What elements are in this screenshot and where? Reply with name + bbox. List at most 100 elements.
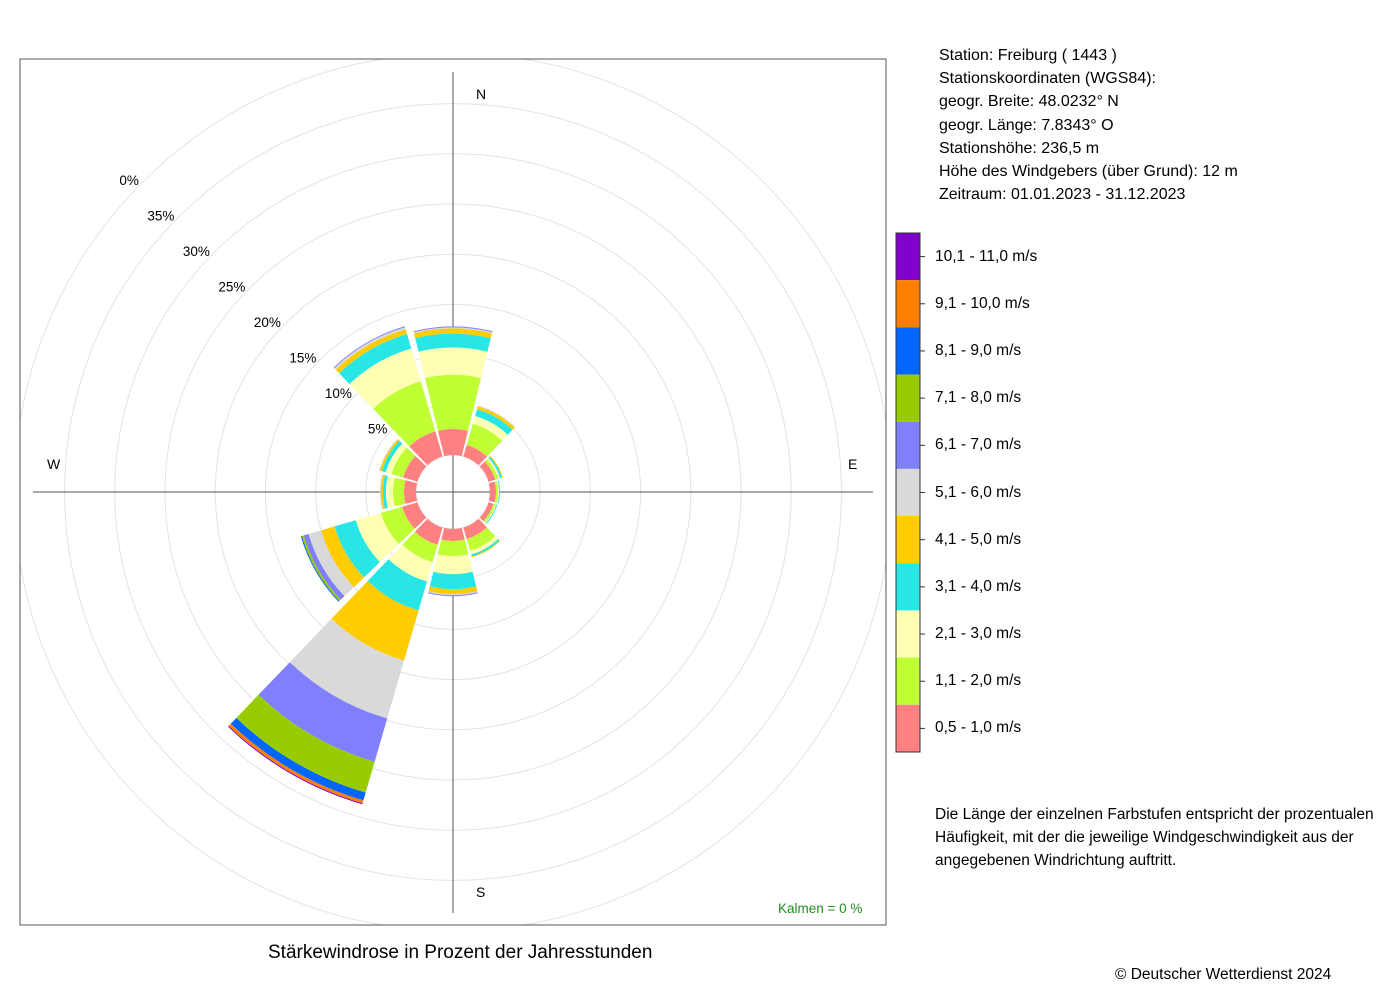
ring-label-0: 5% <box>368 421 388 436</box>
station-elevation: Stationshöhe: 236,5 m <box>939 139 1100 157</box>
copyright: © Deutscher Wetterdienst 2024 <box>1115 966 1332 983</box>
legend-swatch-3 <box>896 563 920 611</box>
sector-120-speed-1 <box>483 503 496 523</box>
legend-swatch-5 <box>896 468 920 517</box>
sector-270-speed-1 <box>392 477 406 507</box>
sector-30-speed-1 <box>466 423 503 457</box>
legend-label-2: 2,1 - 3,0 m/s <box>935 625 1022 643</box>
legend-label-1: 1,1 - 2,0 m/s <box>935 672 1022 690</box>
legend-swatch-9 <box>896 280 920 328</box>
sector-0-speed-2 <box>418 347 488 379</box>
legend-label-0: 0,5 - 1,0 m/s <box>935 719 1022 737</box>
sector-0-speed-6 <box>413 326 493 333</box>
sector-120-speed-0 <box>479 502 494 522</box>
sector-210-speed-1 <box>402 531 438 563</box>
calms-label: Kalmen = 0 % <box>778 901 862 916</box>
sector-0-speed-1 <box>425 374 481 431</box>
station-name: Station: Freiburg ( 1443 ) <box>939 47 1117 64</box>
legend-swatch-8 <box>896 327 920 375</box>
ring-label-7: 0% <box>119 173 139 188</box>
sector-330-speed-1 <box>373 381 436 447</box>
sector-150-speed-3 <box>471 539 500 557</box>
sector-0-speed-5 <box>413 327 493 334</box>
sector-150-speed-4 <box>471 540 501 558</box>
ring-label-6: 35% <box>147 208 174 223</box>
legend-label-3: 3,1 - 4,0 m/s <box>935 577 1022 595</box>
sector-210-speed-7 <box>236 694 375 793</box>
sector-300-speed-3 <box>381 440 403 473</box>
sector-300-speed-0 <box>403 455 427 482</box>
sector-90-speed-0 <box>488 481 497 503</box>
legend-swatch-2 <box>896 610 920 658</box>
sector-120-speed-2 <box>484 504 497 524</box>
sector-330-speed-0 <box>409 431 443 466</box>
sector-180-speed-3 <box>429 571 477 590</box>
wind-sectors <box>227 326 516 805</box>
sector-240-speed-4 <box>321 526 364 588</box>
legend-label-5: 5,1 - 6,0 m/s <box>935 483 1022 501</box>
legend-label-7: 7,1 - 8,0 m/s <box>935 389 1022 407</box>
sector-60-speed-0 <box>479 461 496 482</box>
sector-60-speed-2 <box>486 458 501 479</box>
compass-north: N <box>476 86 486 102</box>
station-longitude: geogr. Länge: 7.8343° O <box>939 116 1114 134</box>
sector-0-speed-0 <box>437 428 469 457</box>
sector-240-speed-7 <box>301 535 341 601</box>
legend-colorbar <box>895 232 925 753</box>
compass-east: E <box>848 456 857 472</box>
sector-240-speed-0 <box>402 502 427 529</box>
sector-300-speed-5 <box>378 438 399 471</box>
legend-swatch-4 <box>896 516 920 564</box>
sector-210-speed-8 <box>230 717 366 801</box>
sector-150-speed-2 <box>470 536 499 555</box>
sector-300-speed-1 <box>391 447 416 478</box>
chart-title: Stärkewindrose in Prozent der Jahresstun… <box>268 942 653 963</box>
sector-180-speed-4 <box>428 586 478 595</box>
legend-label-9: 9,1 - 10,0 m/s <box>935 294 1030 312</box>
ring-label-4: 25% <box>218 279 245 294</box>
sector-210-speed-5 <box>289 618 405 719</box>
sector-30-speed-4 <box>477 406 515 430</box>
sector-60-speed-3 <box>488 456 503 479</box>
sector-150-speed-1 <box>466 527 496 551</box>
sector-60-speed-1 <box>484 459 499 480</box>
ring-label-3: 20% <box>254 315 281 330</box>
sector-30-speed-2 <box>472 415 508 441</box>
sector-30-speed-0 <box>463 444 487 466</box>
sector-210-speed-0 <box>414 518 443 545</box>
legend-label-4: 4,1 - 5,0 m/s <box>935 530 1022 548</box>
sector-240-speed-5 <box>308 530 354 597</box>
sector-150-speed-0 <box>463 518 487 540</box>
ring-label-5: 30% <box>183 244 210 259</box>
sector-240-speed-1 <box>380 506 415 545</box>
sector-90-speed-1 <box>494 481 499 503</box>
sector-240-speed-2 <box>355 512 399 563</box>
sector-270-speed-0 <box>403 480 418 504</box>
sector-270-speed-5 <box>379 474 383 510</box>
sector-270-speed-4 <box>380 474 385 510</box>
sector-30-speed-3 <box>475 409 513 435</box>
legend-swatch-10 <box>896 233 920 281</box>
legend-swatch-0 <box>896 704 920 752</box>
sector-330-speed-2 <box>349 348 421 409</box>
sector-120-speed-3 <box>485 504 498 524</box>
sector-0-speed-3 <box>415 333 491 352</box>
legend-swatch-1 <box>896 657 920 705</box>
legend-swatch-6 <box>896 421 920 469</box>
explanation-note: Die Länge der einzelnen Farbstufen entsp… <box>935 806 1374 869</box>
sector-210-speed-2 <box>388 544 433 582</box>
sector-210-speed-4 <box>331 581 419 661</box>
time-period: Zeitraum: 01.01.2023 - 31.12.2023 <box>939 186 1186 204</box>
sector-180-speed-2 <box>433 554 473 575</box>
station-info: Station: Freiburg ( 1443 ) Stationskoord… <box>939 44 1238 206</box>
station-coordinates-heading: Stationskoordinaten (WGS84): <box>939 70 1156 88</box>
ring-labels: 5% 10% 15% 20% 25% 30% 35% 0% <box>119 173 387 436</box>
sector-300-speed-4 <box>379 439 400 472</box>
legend-swatch-7 <box>896 374 920 422</box>
compass-south: S <box>476 884 485 900</box>
sensor-height: Höhe des Windgebers (über Grund): 12 m <box>939 163 1238 181</box>
sector-330-speed-3 <box>339 334 412 385</box>
sector-300-speed-2 <box>385 443 407 475</box>
sector-240-speed-3 <box>334 520 380 578</box>
